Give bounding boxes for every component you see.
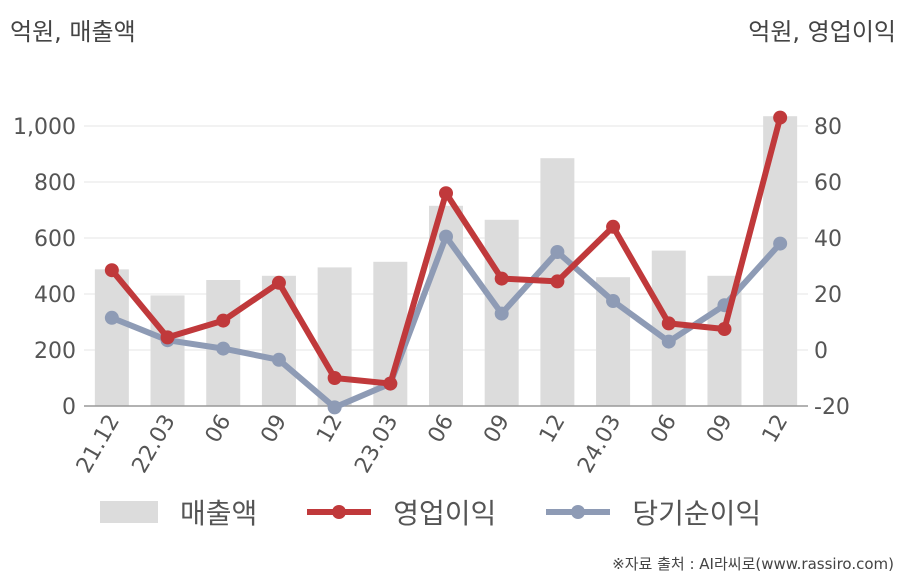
operating-profit-point[interactable] bbox=[494, 271, 509, 286]
operating-profit-point[interactable] bbox=[160, 330, 175, 345]
left-y-tick-label: 200 bbox=[34, 339, 76, 364]
combo-chart: 0 200 400 600 800 1,000 -20 0 20 40 60 80 21.12 22.… bbox=[13, 110, 850, 478]
source-note: ※자료 출처 : AI라씨로(www.rassiro.com) bbox=[612, 555, 894, 573]
x-tick-label: 23.03 bbox=[350, 411, 403, 478]
legend-swatch-operating-profit bbox=[307, 501, 372, 523]
net-profit-point[interactable] bbox=[439, 229, 453, 244]
left-y-axis: 0 200 400 600 800 1,000 bbox=[13, 115, 76, 420]
right-y-tick-label: 80 bbox=[814, 115, 842, 140]
x-tick-label: 06 bbox=[646, 411, 682, 448]
legend: 매출액 영업이익 당기순이익 bbox=[100, 492, 811, 532]
revenue-bar[interactable] bbox=[317, 267, 352, 406]
right-y-tick-label: 0 bbox=[814, 339, 828, 364]
revenue-bar[interactable] bbox=[261, 275, 296, 406]
operating-profit-point[interactable] bbox=[216, 313, 231, 328]
x-tick-label: 22.03 bbox=[128, 411, 181, 478]
x-tick-label: 09 bbox=[256, 411, 292, 448]
net-profit-point[interactable] bbox=[494, 306, 509, 321]
net-profit-point[interactable] bbox=[104, 310, 119, 325]
legend-label-net-profit: 당기순이익 bbox=[632, 497, 762, 530]
x-tick-label: 24.03 bbox=[573, 411, 626, 478]
right-y-tick-label: -20 bbox=[814, 395, 850, 420]
legend-item-revenue[interactable]: 매출액 bbox=[100, 492, 257, 532]
net-profit-point[interactable] bbox=[773, 236, 788, 251]
legend-label-operating-profit: 영업이익 bbox=[393, 497, 497, 530]
net-profit-point[interactable] bbox=[271, 352, 286, 367]
legend-item-net-profit[interactable]: 당기순이익 bbox=[546, 492, 761, 532]
left-y-tick-label: 400 bbox=[34, 283, 76, 308]
x-tick-label: 12 bbox=[535, 411, 571, 448]
left-y-tick-label: 800 bbox=[34, 171, 76, 196]
x-tick-label: 09 bbox=[702, 411, 738, 448]
operating-profit-point[interactable] bbox=[271, 275, 286, 290]
left-y-tick-label: 600 bbox=[34, 227, 76, 252]
legend-item-operating-profit[interactable]: 영업이익 bbox=[307, 492, 496, 532]
x-tick-label: 06 bbox=[424, 411, 460, 448]
operating-profit-point[interactable] bbox=[327, 371, 342, 385]
net-profit-point[interactable] bbox=[216, 341, 231, 356]
right-y-axis: -20 0 20 40 60 80 bbox=[814, 115, 850, 420]
right-axis-unit: 억원, 영업이익 bbox=[748, 18, 896, 46]
left-axis-unit: 억원, 매출액 bbox=[10, 18, 136, 46]
legend-label-revenue: 매출액 bbox=[180, 497, 258, 530]
legend-swatch-net-profit bbox=[546, 501, 611, 523]
right-y-tick-label: 20 bbox=[814, 283, 842, 308]
revenue-bars bbox=[84, 116, 808, 407]
operating-profit-point[interactable] bbox=[439, 186, 453, 201]
operating-profit-point[interactable] bbox=[773, 110, 788, 125]
net-profit-point[interactable] bbox=[327, 400, 342, 415]
x-tick-label: 12 bbox=[758, 411, 794, 448]
operating-profit-point[interactable] bbox=[104, 263, 119, 278]
operating-profit-point[interactable] bbox=[383, 376, 398, 391]
profit-lines bbox=[104, 110, 788, 415]
net-profit-point[interactable] bbox=[661, 334, 676, 349]
x-axis: 21.12 22.03 06 09 12 23.03 06 09 12 24.03 06 09 12 bbox=[72, 411, 793, 478]
net-profit-point[interactable] bbox=[550, 245, 565, 259]
x-tick-label: 21.12 bbox=[72, 411, 125, 478]
x-tick-label: 12 bbox=[312, 411, 348, 448]
operating-profit-point[interactable] bbox=[606, 219, 621, 234]
revenue-bar[interactable] bbox=[94, 269, 129, 406]
revenue-bar[interactable] bbox=[150, 295, 185, 406]
legend-swatch-revenue bbox=[100, 501, 158, 523]
operating-profit-point[interactable] bbox=[550, 274, 565, 289]
left-y-tick-label: 1,000 bbox=[13, 115, 76, 140]
operating-profit-point[interactable] bbox=[661, 316, 676, 331]
right-y-tick-label: 60 bbox=[814, 171, 842, 196]
operating-profit-point[interactable] bbox=[717, 322, 732, 336]
right-y-tick-label: 40 bbox=[814, 227, 842, 252]
net-profit-point[interactable] bbox=[606, 294, 621, 308]
left-y-tick-label: 0 bbox=[62, 395, 76, 420]
x-tick-label: 06 bbox=[201, 411, 237, 448]
x-tick-label: 09 bbox=[479, 411, 515, 448]
